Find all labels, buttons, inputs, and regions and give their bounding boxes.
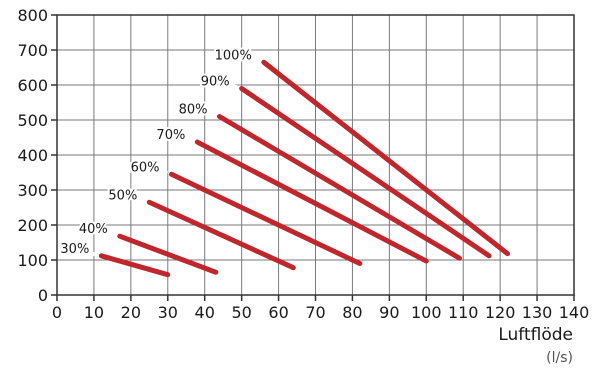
series-line xyxy=(239,86,492,259)
series-line xyxy=(146,199,296,271)
label-halo xyxy=(84,249,98,257)
x-axis-ticks: 0 10 20 30 40 50 60 70 80 90 100 110 120 130 140 xyxy=(52,295,589,322)
x-tick-label: 90 xyxy=(379,303,399,322)
grid xyxy=(56,14,575,296)
series-line xyxy=(168,171,363,266)
label-halo xyxy=(180,136,194,143)
series-label: 40% xyxy=(79,222,108,237)
series-label: 50% xyxy=(108,188,137,203)
x-axis-label: Luftflöde xyxy=(498,325,573,345)
series-label: 80% xyxy=(179,103,208,118)
series-line xyxy=(98,253,171,278)
series-line xyxy=(216,114,463,261)
y-tick-label: 0 xyxy=(38,286,48,305)
x-tick-label: 10 xyxy=(84,303,104,322)
label-halo xyxy=(225,82,239,90)
x-tick-label: 70 xyxy=(305,303,325,322)
y-tick-label: 700 xyxy=(17,41,48,60)
series-line xyxy=(261,59,511,257)
x-tick-label: 60 xyxy=(268,303,288,322)
y-tick-label: 600 xyxy=(17,76,48,95)
y-tick-label: 400 xyxy=(17,146,48,165)
x-tick-label: 80 xyxy=(342,303,362,322)
x-tick-label: 40 xyxy=(195,303,215,322)
x-tick-label: 20 xyxy=(121,303,141,322)
series-label: 100% xyxy=(215,48,252,63)
label-halo xyxy=(103,230,117,238)
series-label: 70% xyxy=(156,128,185,143)
y-tick-label: 800 xyxy=(17,6,48,25)
label-halo xyxy=(132,196,146,204)
series-line xyxy=(194,139,429,264)
x-tick-label: 0 xyxy=(52,303,62,322)
x-tick-label: 50 xyxy=(231,303,251,322)
series-label: 90% xyxy=(201,75,230,90)
x-tick-label: 120 xyxy=(485,303,516,322)
label-halo xyxy=(154,168,168,176)
y-tick-label: 300 xyxy=(17,181,48,200)
x-tick-label: 100 xyxy=(411,303,442,322)
x-axis-unit: (l/s) xyxy=(546,350,573,366)
x-tick-label: 30 xyxy=(158,303,178,322)
series-labels: 30% 40% 50% 60% 70% 80% 90% 100% xyxy=(58,46,261,259)
series-line xyxy=(117,233,219,275)
y-axis-ticks: 0 100 200 300 400 500 600 700 800 xyxy=(17,6,57,305)
label-halo xyxy=(247,56,261,64)
x-tick-label: 130 xyxy=(522,303,553,322)
series-lines xyxy=(98,59,511,278)
y-tick-label: 500 xyxy=(17,111,48,130)
label-halo xyxy=(203,110,216,118)
y-tick-label: 200 xyxy=(17,216,48,235)
series-label: 60% xyxy=(131,160,160,175)
x-tick-label: 110 xyxy=(448,303,479,322)
series-label: 30% xyxy=(60,242,89,257)
y-tick-label: 100 xyxy=(17,251,48,270)
x-tick-label: 140 xyxy=(559,303,590,322)
